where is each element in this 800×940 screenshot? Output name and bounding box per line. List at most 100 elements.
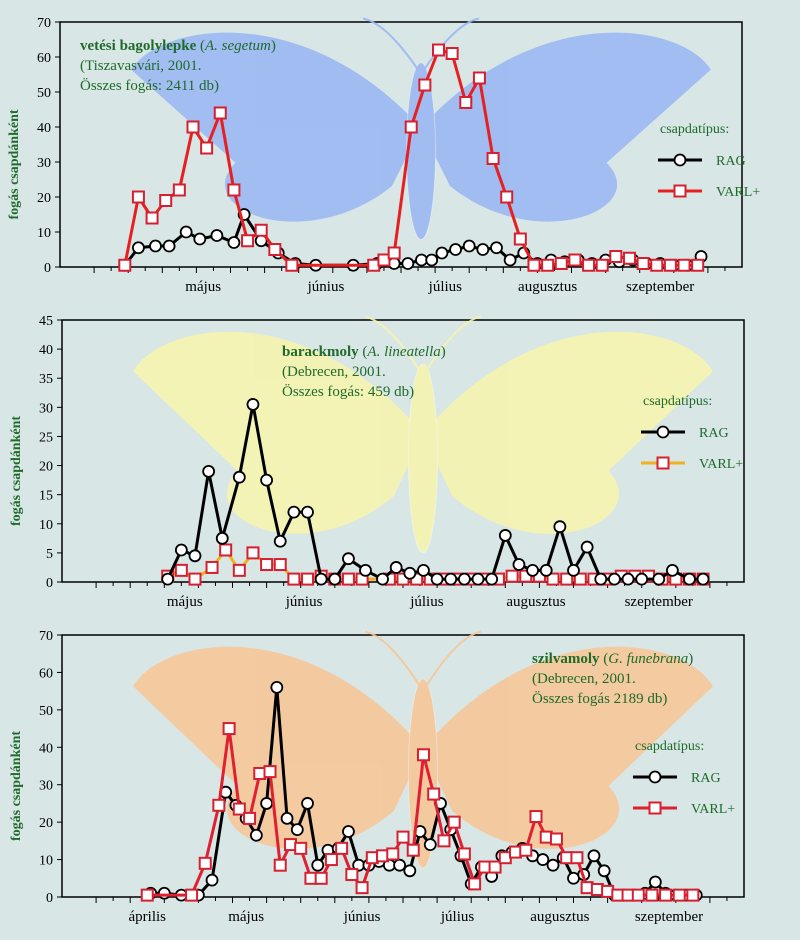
data-point-varl: [677, 258, 691, 272]
chart-title-paren-close: ): [271, 38, 276, 54]
y-tick-label: 40: [39, 741, 53, 756]
data-point-rag: [444, 572, 458, 586]
data-point-varl: [219, 543, 233, 557]
data-point-rag: [490, 241, 503, 255]
data-point-varl: [549, 832, 563, 846]
legend: csapdatípus: RAG VARL+: [633, 739, 735, 817]
chart-title-paren-open: (: [196, 38, 205, 54]
data-point-varl: [335, 841, 349, 855]
data-point-rag: [232, 470, 246, 484]
data-point-varl: [213, 106, 227, 120]
x-month-label: július: [440, 909, 475, 925]
data-point-rag: [260, 473, 274, 487]
y-tick-label: 30: [37, 156, 51, 171]
data-point-varl: [118, 258, 132, 272]
data-point-rag: [290, 823, 304, 837]
data-point-varl: [273, 858, 287, 872]
chart-subtitle-total: Összes fogás: 2411 db): [80, 77, 219, 94]
x-month-label: szeptember: [625, 594, 693, 610]
y-tick-label: 50: [39, 704, 53, 719]
data-point-rag: [435, 246, 449, 260]
moth-antennae: [364, 315, 482, 372]
data-point-rag: [594, 572, 608, 586]
moth-antennae: [362, 17, 480, 71]
legend-rag-label: RAG: [699, 426, 729, 441]
data-point-varl: [396, 830, 410, 844]
data-point-rag: [174, 543, 188, 557]
x-month-label: június: [307, 279, 345, 295]
y-axis-label: fogás csapdánként: [9, 416, 24, 526]
data-point-varl: [437, 834, 451, 848]
data-point-varl: [418, 78, 432, 92]
data-point-varl: [186, 120, 200, 134]
data-point-varl: [243, 811, 257, 825]
data-point-varl: [341, 572, 355, 586]
data-point-rag: [546, 858, 560, 872]
data-point-rag: [403, 864, 417, 878]
data-point-varl: [172, 183, 186, 197]
legend-title: csapdatípus:: [660, 122, 729, 137]
chart-subtitle-location: (Debrecen, 2001.: [532, 671, 636, 687]
data-point-rag: [401, 257, 415, 270]
data-point-rag: [162, 239, 176, 253]
data-point-varl: [285, 258, 299, 272]
data-point-varl: [447, 815, 461, 829]
series-rag: [161, 398, 710, 586]
data-point-rag: [696, 572, 710, 586]
chart-title-latin: G. funebrana: [608, 651, 688, 667]
chart-title-latin: A. segetum: [204, 38, 271, 54]
legend-rag-marker: [648, 770, 662, 784]
data-point-varl: [159, 194, 173, 207]
legend-title: csapdatípus:: [635, 739, 704, 754]
data-point-rag: [539, 563, 553, 577]
data-point-varl: [636, 257, 650, 270]
data-point-varl: [254, 223, 268, 237]
data-point-varl: [355, 881, 369, 895]
x-month-label: augusztus: [530, 909, 589, 925]
data-point-varl: [459, 96, 473, 109]
data-point-varl: [345, 868, 359, 882]
chart-title-paren-open: (: [359, 344, 368, 360]
data-point-varl: [140, 888, 154, 902]
data-point-varl: [686, 888, 700, 902]
data-point-varl: [232, 563, 246, 577]
data-point-varl: [131, 190, 145, 204]
data-point-varl: [377, 253, 391, 267]
y-tick-label: 30: [39, 401, 53, 416]
data-point-varl: [198, 856, 212, 870]
chart-title: vetési bagolylepke (A. segetum): [80, 38, 276, 54]
chart-title: barackmoly (A. lineatella): [282, 344, 446, 360]
y-tick-label: 0: [46, 576, 53, 591]
data-point-rag: [342, 825, 355, 838]
y-axis-label: fogás csapdánként: [9, 731, 24, 841]
data-point-varl: [260, 558, 274, 572]
chart-title-species: vetési bagolylepke: [80, 38, 197, 54]
y-tick-label: 0: [46, 891, 53, 906]
data-point-varl: [659, 888, 673, 902]
data-point-rag: [526, 563, 539, 577]
data-point-rag: [512, 558, 526, 571]
data-point-rag: [376, 572, 389, 586]
data-point-varl: [200, 141, 214, 155]
chart-title-latin: A. lineatella: [366, 344, 440, 360]
data-point-rag: [417, 563, 430, 577]
moth-left-wing: [133, 331, 423, 534]
data-point-varl: [241, 234, 255, 248]
legend-rag-marker: [673, 153, 687, 167]
y-tick-label: 25: [39, 430, 53, 445]
data-point-varl: [546, 572, 560, 586]
y-tick-label: 30: [39, 779, 53, 794]
moth-right-wing: [423, 331, 713, 534]
data-point-rag: [652, 572, 666, 586]
data-point-varl: [609, 250, 623, 263]
data-point-rag: [287, 505, 301, 519]
data-point-rag: [597, 864, 611, 878]
y-tick-label: 20: [39, 816, 53, 831]
y-tick-label: 60: [37, 51, 51, 66]
data-point-rag: [423, 838, 437, 851]
y-tick-label: 40: [37, 121, 51, 136]
data-point-rag: [328, 572, 342, 586]
data-point-varl: [427, 787, 441, 801]
